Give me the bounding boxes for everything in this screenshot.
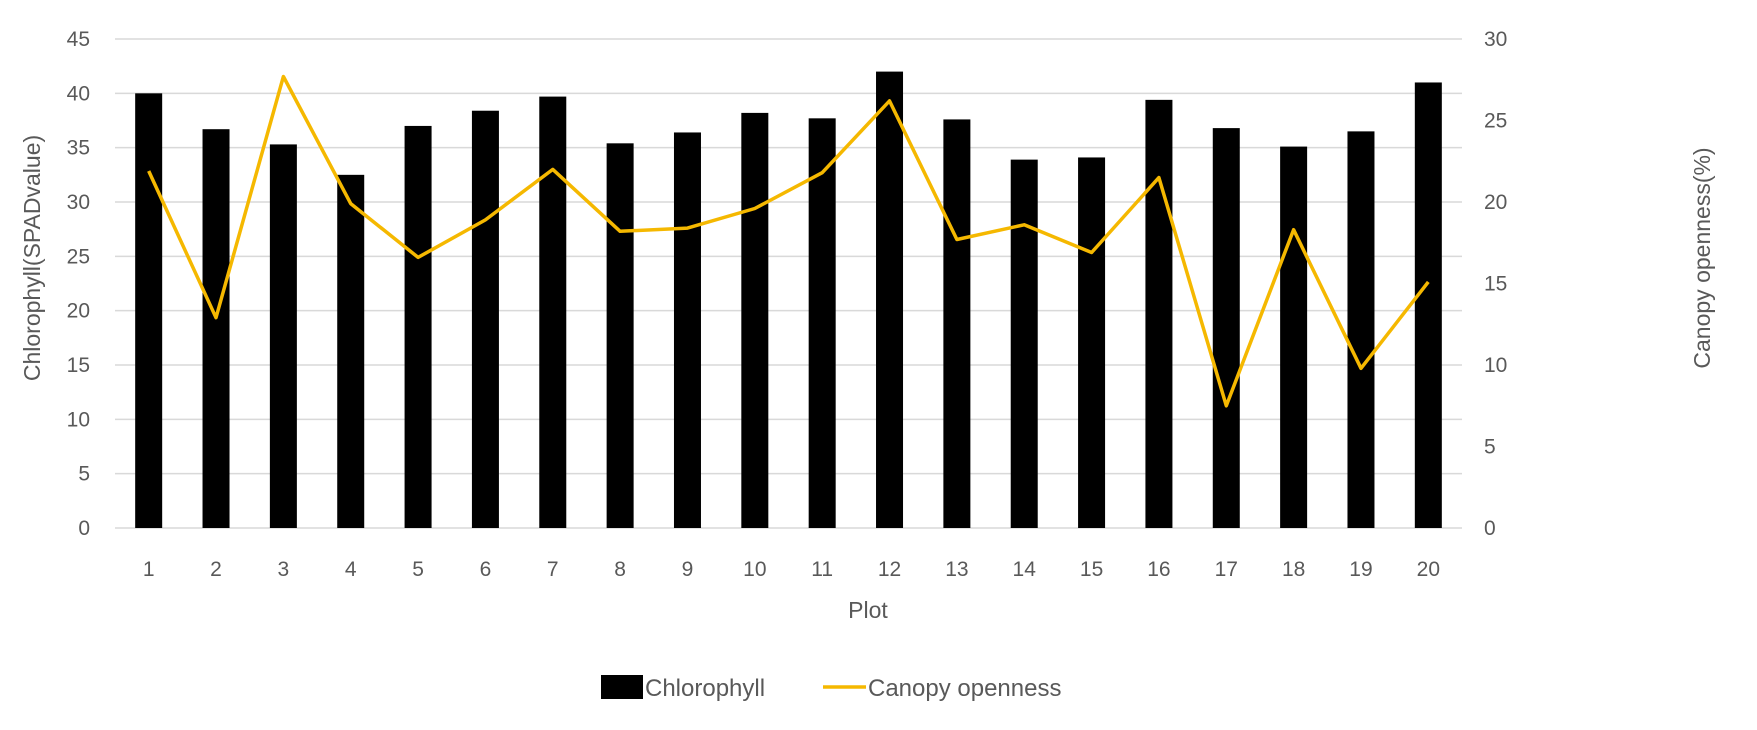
left-tick-label: 10 — [67, 408, 90, 431]
right-tick-label: 20 — [1484, 191, 1507, 214]
x-tick-label: 18 — [1282, 558, 1305, 581]
chlorophyll-bar — [673, 132, 701, 528]
legend-chlorophyll-swatch — [601, 675, 643, 699]
chlorophyll-bar — [1212, 128, 1240, 528]
left-tick-label: 5 — [78, 463, 90, 486]
x-tick-label: 13 — [945, 558, 968, 581]
x-tick-label: 3 — [278, 558, 290, 581]
left-tick-label: 20 — [67, 300, 90, 323]
chlorophyll-bar — [1078, 157, 1106, 529]
left-tick-label: 0 — [78, 517, 90, 540]
x-tick-label: 6 — [480, 558, 492, 581]
x-tick-label: 16 — [1147, 558, 1170, 581]
right-tick-label: 30 — [1484, 28, 1507, 51]
left-tick-label: 45 — [67, 28, 90, 51]
chlorophyll-bar — [876, 71, 904, 528]
chlorophyll-bar — [337, 174, 365, 529]
x-tick-label: 4 — [345, 558, 357, 581]
canopy-openness-line — [147, 74, 1430, 408]
legend-canopy-openness-label: Canopy openness — [868, 675, 1061, 702]
chlorophyll-bar — [1414, 82, 1442, 528]
chlorophyll-bar — [202, 129, 230, 528]
left-axis-title: Chlorophyll(SPADvalue) — [19, 135, 45, 381]
chlorophyll-bars — [135, 71, 1442, 529]
left-tick-label: 25 — [67, 245, 90, 268]
left-axis-ticks: 0 5 10 15 20 25 30 35 40 45 — [67, 28, 90, 540]
chlorophyll-bar — [1010, 159, 1038, 528]
chlorophyll-bar — [808, 118, 836, 529]
x-tick-label: 8 — [614, 558, 626, 581]
x-tick-label: 5 — [412, 558, 424, 581]
x-tick-label: 11 — [811, 558, 833, 581]
x-tick-label: 20 — [1417, 558, 1440, 581]
x-tick-label: 14 — [1013, 558, 1037, 581]
chlorophyll-bar — [404, 125, 432, 528]
gridlines — [115, 38, 1462, 529]
x-tick-label: 12 — [878, 558, 901, 581]
left-tick-label: 35 — [67, 137, 90, 160]
legend-chlorophyll-label: Chlorophyll — [645, 675, 765, 702]
x-tick-label: 10 — [743, 558, 766, 581]
chlorophyll-bar — [135, 93, 163, 528]
chlorophyll-bar — [606, 143, 634, 528]
chlorophyll-bar — [539, 96, 567, 529]
x-tick-label: 17 — [1215, 558, 1238, 581]
chlorophyll-bar — [471, 110, 499, 528]
chlorophyll-bar — [741, 112, 769, 528]
chlorophyll-bar — [1280, 146, 1308, 528]
canopy-openness-line-group — [147, 74, 1430, 408]
chlorophyll-bar — [943, 119, 971, 528]
x-axis-title: Plot — [848, 597, 888, 623]
chlorophyll-bar — [1145, 99, 1173, 528]
x-tick-label: 2 — [210, 558, 222, 581]
left-tick-label: 40 — [67, 82, 90, 105]
chlorophyll-bar — [1347, 131, 1375, 528]
right-tick-label: 25 — [1484, 110, 1507, 133]
right-tick-label: 10 — [1484, 354, 1507, 377]
x-tick-label: 1 — [143, 558, 155, 581]
chlorophyll-bar — [269, 144, 297, 528]
right-axis-ticks: 0 5 10 15 20 25 30 — [1484, 28, 1507, 540]
left-tick-label: 15 — [67, 354, 90, 377]
x-tick-label: 7 — [547, 558, 559, 581]
right-tick-label: 5 — [1484, 436, 1496, 459]
x-axis-ticks: 1 2 3 4 5 6 7 8 9 10 11 12 13 14 15 16 17 18 19 20 — [143, 558, 1440, 581]
legend: Chlorophyll Canopy openness — [601, 675, 1061, 702]
x-tick-label: 19 — [1349, 558, 1372, 581]
right-axis-title: Canopy openness(%) — [1689, 147, 1715, 368]
right-tick-label: 0 — [1484, 517, 1496, 540]
left-tick-label: 30 — [67, 191, 90, 214]
x-tick-label: 15 — [1080, 558, 1103, 581]
right-tick-label: 15 — [1484, 273, 1507, 296]
x-tick-label: 9 — [682, 558, 694, 581]
